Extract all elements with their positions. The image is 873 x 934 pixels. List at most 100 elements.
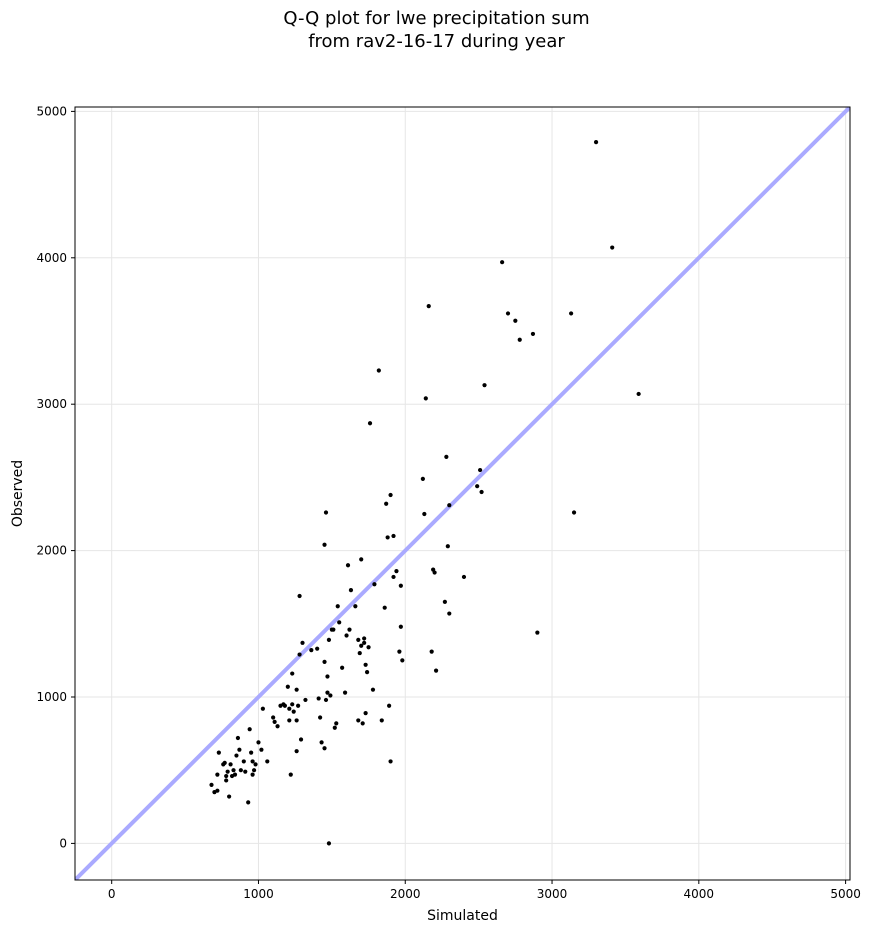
data-point bbox=[328, 693, 333, 698]
data-point bbox=[376, 368, 381, 373]
x-tick-label: 2000 bbox=[390, 887, 421, 901]
data-point bbox=[423, 396, 428, 401]
data-point bbox=[359, 643, 364, 648]
data-point bbox=[535, 630, 540, 635]
x-axis-label: Simulated bbox=[427, 908, 498, 924]
x-axis-ticks: 0 1000 2000 3000 4000 5000 bbox=[108, 880, 861, 901]
data-point bbox=[318, 715, 323, 720]
data-point bbox=[372, 582, 377, 587]
data-point bbox=[316, 696, 321, 701]
chart-title-line-2: from rav2-16-17 during year bbox=[308, 31, 565, 52]
data-point bbox=[331, 627, 336, 632]
data-point bbox=[429, 649, 434, 654]
x-tick-label: 1000 bbox=[243, 887, 274, 901]
data-point bbox=[228, 762, 233, 767]
data-point bbox=[234, 753, 239, 758]
data-point bbox=[285, 684, 290, 689]
data-point bbox=[357, 650, 362, 656]
data-point bbox=[256, 740, 261, 745]
data-point bbox=[287, 718, 292, 723]
data-point bbox=[337, 620, 342, 625]
data-point bbox=[309, 648, 314, 653]
data-point bbox=[344, 633, 349, 638]
data-point bbox=[363, 711, 368, 716]
reference-line bbox=[75, 107, 850, 880]
data-point bbox=[334, 721, 339, 726]
data-point bbox=[359, 557, 364, 562]
data-point bbox=[287, 706, 292, 711]
y-tick-label: 4000 bbox=[36, 251, 67, 265]
data-point bbox=[475, 484, 480, 489]
data-point bbox=[345, 563, 351, 568]
data-point bbox=[271, 715, 276, 720]
data-point bbox=[322, 542, 327, 547]
data-point bbox=[303, 697, 308, 703]
data-point bbox=[235, 735, 241, 741]
data-point bbox=[297, 652, 302, 657]
data-point bbox=[296, 703, 301, 708]
data-point bbox=[322, 746, 327, 751]
data-point bbox=[479, 489, 484, 495]
data-point bbox=[569, 311, 574, 316]
data-point bbox=[388, 492, 393, 498]
x-tick-label: 4000 bbox=[684, 887, 715, 901]
data-point bbox=[379, 718, 384, 723]
data-point bbox=[442, 599, 447, 604]
data-point bbox=[237, 747, 242, 752]
data-point bbox=[315, 646, 320, 651]
data-point bbox=[513, 318, 518, 323]
data-point bbox=[294, 718, 299, 723]
data-point bbox=[251, 768, 257, 773]
data-point bbox=[420, 476, 425, 481]
chart-title-line-1: Q-Q plot for lwe precipitation sum bbox=[283, 8, 590, 29]
data-point bbox=[340, 665, 345, 670]
data-point bbox=[227, 794, 232, 799]
data-point bbox=[282, 703, 287, 708]
data-point bbox=[397, 649, 402, 654]
y-axis-ticks: 0 1000 2000 3000 4000 5000 bbox=[36, 104, 75, 850]
data-point bbox=[445, 544, 450, 549]
data-point bbox=[216, 750, 221, 755]
y-tick-label: 0 bbox=[59, 836, 67, 850]
data-point bbox=[356, 637, 361, 643]
data-point bbox=[325, 690, 330, 695]
x-tick-label: 5000 bbox=[830, 887, 861, 901]
y-tick-label: 2000 bbox=[36, 544, 67, 558]
data-point bbox=[422, 511, 427, 517]
data-point bbox=[432, 570, 437, 575]
data-point bbox=[447, 503, 452, 508]
data-point bbox=[461, 574, 467, 580]
data-point bbox=[356, 718, 361, 723]
data-point bbox=[478, 467, 483, 473]
data-point bbox=[362, 636, 367, 641]
data-point bbox=[426, 304, 431, 309]
data-point bbox=[249, 750, 254, 755]
data-point bbox=[288, 772, 293, 777]
y-tick-label: 1000 bbox=[36, 690, 67, 704]
data-point bbox=[265, 759, 270, 764]
plot-frame bbox=[74, 106, 851, 881]
data-point bbox=[530, 331, 536, 337]
data-point bbox=[209, 782, 214, 787]
data-point bbox=[291, 709, 296, 714]
data-point bbox=[335, 604, 340, 609]
data-point bbox=[326, 637, 332, 643]
grid bbox=[75, 107, 850, 880]
data-point bbox=[298, 737, 304, 742]
data-point bbox=[348, 588, 354, 593]
data-point bbox=[364, 670, 370, 675]
data-point bbox=[382, 605, 387, 610]
data-point bbox=[319, 740, 324, 745]
data-point bbox=[243, 769, 248, 774]
data-point bbox=[362, 640, 367, 645]
data-point bbox=[433, 668, 439, 673]
data-point bbox=[260, 706, 265, 711]
data-point bbox=[367, 421, 373, 426]
data-point bbox=[238, 768, 243, 773]
data-point bbox=[224, 773, 229, 779]
data-point bbox=[322, 659, 327, 664]
chart-title: Q-Q plot for lwe precipitation sum from … bbox=[0, 7, 873, 53]
data-point bbox=[241, 759, 246, 764]
data-point bbox=[290, 702, 295, 707]
data-point bbox=[391, 533, 396, 539]
